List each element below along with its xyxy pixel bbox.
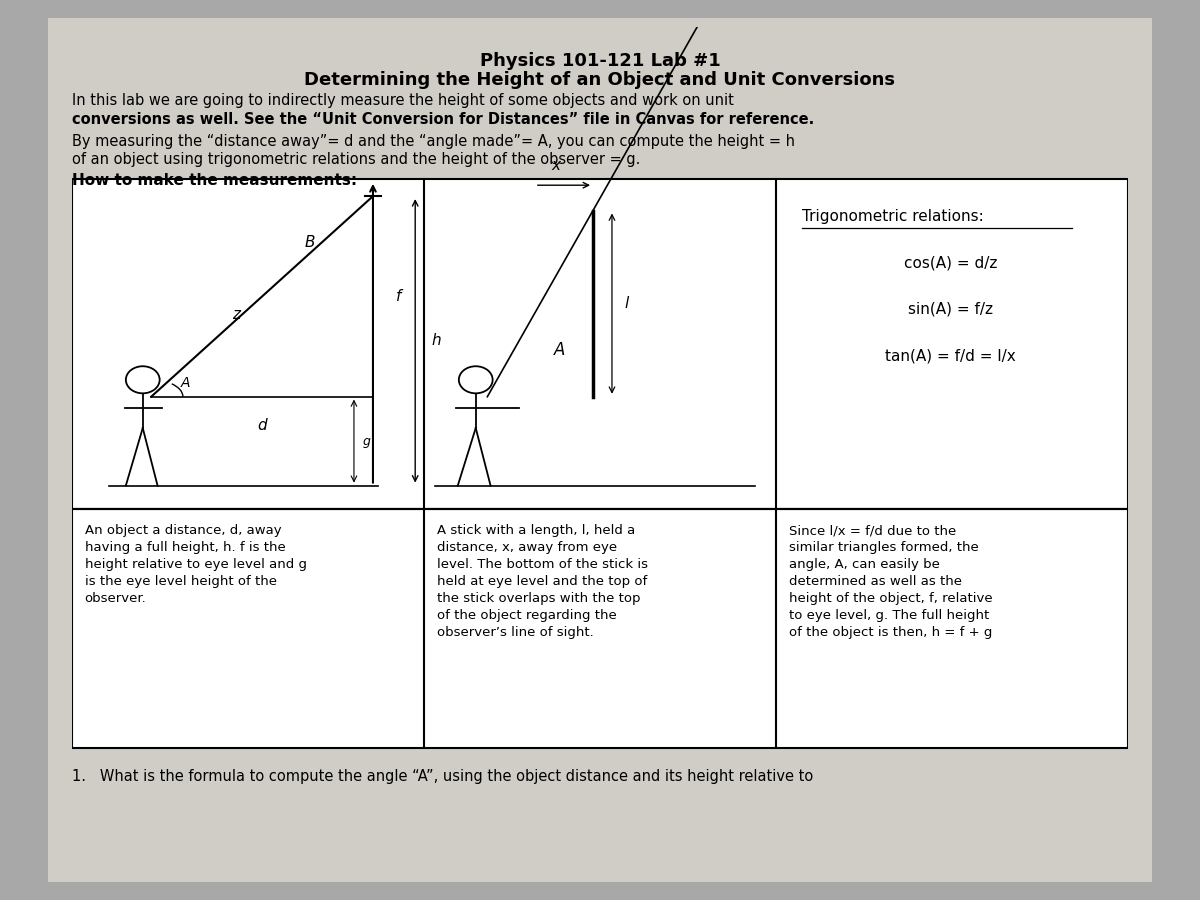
Text: cos(A) = d/z: cos(A) = d/z (904, 256, 997, 270)
Bar (72, 509, 1128, 748)
Text: tan(A) = f/d = l/x: tan(A) = f/d = l/x (884, 348, 1015, 364)
Bar (72, 179, 1128, 509)
Text: sin(A) = f/z: sin(A) = f/z (907, 302, 992, 317)
Text: Since l/x = f/d due to the
similar triangles formed, the
angle, A, can easily be: Since l/x = f/d due to the similar trian… (788, 525, 992, 639)
Text: h: h (431, 333, 440, 348)
Text: By measuring the “distance away”= d and the “angle made”= A, you can compute the: By measuring the “distance away”= d and … (72, 133, 796, 148)
Text: A: A (553, 341, 565, 359)
Text: Physics 101-121 Lab #1: Physics 101-121 Lab #1 (480, 52, 720, 70)
Text: l: l (625, 296, 629, 311)
Text: A: A (181, 376, 191, 390)
Text: 1.   What is the formula to compute the angle “A”, using the object distance and: 1. What is the formula to compute the an… (72, 769, 814, 784)
Text: x: x (552, 158, 560, 173)
Text: In this lab we are going to indirectly measure the height of some objects and wo: In this lab we are going to indirectly m… (72, 93, 734, 108)
Text: B: B (305, 235, 314, 250)
Text: of an object using trigonometric relations and the height of the observer = g.: of an object using trigonometric relatio… (72, 152, 641, 167)
Text: conversions as well. See the “Unit Conversion for Distances” file in Canvas for : conversions as well. See the “Unit Conve… (72, 112, 815, 127)
Text: Determining the Height of an Object and Unit Conversions: Determining the Height of an Object and … (305, 71, 895, 89)
Text: f: f (396, 289, 402, 304)
Text: A stick with a length, l, held a
distance, x, away from eye
level. The bottom of: A stick with a length, l, held a distanc… (437, 525, 648, 639)
Text: d: d (257, 418, 266, 433)
Text: An object a distance, d, away
having a full height, h. f is the
height relative : An object a distance, d, away having a f… (85, 525, 307, 606)
Text: Trigonometric relations:: Trigonometric relations: (803, 209, 984, 224)
Text: How to make the measurements:: How to make the measurements: (72, 173, 358, 187)
Text: z: z (232, 307, 240, 322)
Text: g: g (362, 435, 371, 447)
